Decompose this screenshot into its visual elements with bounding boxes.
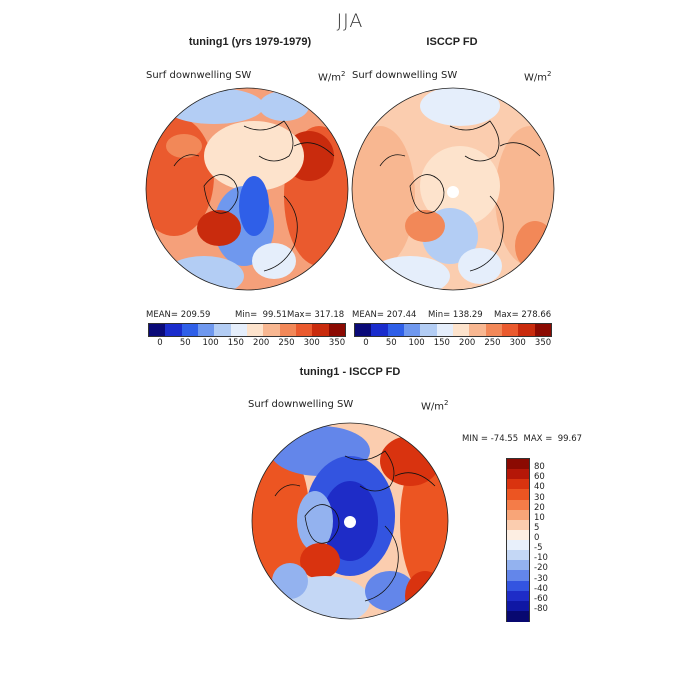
panel-3-colorbar-swatch	[507, 469, 529, 480]
panel-1-colorbar-swatch	[296, 324, 313, 336]
panel-3-colorbar-tick-label: 80	[534, 462, 545, 473]
panel-3-colorbar-tick-label: 20	[534, 502, 545, 513]
panel-1-max: Max= 317.18	[287, 310, 345, 320]
panel-1-colorbar-tick-label: 300	[303, 338, 320, 348]
panel-3-colorbar-swatch	[507, 580, 529, 592]
panel-1-colorbar-swatch	[230, 324, 248, 336]
panel-1-units: W/m2	[318, 70, 346, 84]
panel-2-colorbar-tick-label: 350	[534, 338, 552, 348]
panel-2-colorbar-swatch	[387, 324, 405, 336]
panel-3-colorbar-tick-label: 40	[534, 482, 545, 493]
panel-1-colorbar-ticks: 0 50 100 150 200 250 300 350	[148, 338, 345, 350]
panel-2-map	[351, 87, 555, 291]
panel-1-mean: MEAN= 209.59	[146, 310, 211, 320]
panel-3-colorbar-swatch	[507, 459, 529, 470]
panel-1-colorbar-swatch	[247, 324, 264, 336]
panel-2-max: Max= 278.66	[494, 310, 552, 320]
panel-2-colorbar-swatch	[420, 324, 438, 336]
panel-3-colorbar	[506, 458, 530, 622]
panel-2-colorbar-tick-label: 150	[433, 338, 450, 348]
panel-3-map	[251, 422, 449, 620]
panel-3-colorbar-swatch	[507, 540, 529, 551]
panel-1-variable: Surf downwelling SW	[146, 70, 252, 81]
panel-3-colorbar-tick-label: -5	[534, 543, 543, 554]
panel-3-colorbar-tick-label: -40	[534, 583, 548, 594]
panel-1-colorbar	[148, 323, 346, 337]
panel-2-colorbar-swatch	[371, 324, 389, 336]
panel-1-colorbar-tick-label: 250	[278, 338, 295, 348]
panel-2-colorbar-tick-label: 250	[484, 338, 501, 348]
panel-3-minmax: MIN = -74.55 MAX = 99.67	[462, 434, 583, 444]
panel-2-colorbar-tick-label: 0	[363, 338, 369, 348]
panel-2-colorbar-swatch	[355, 324, 372, 336]
panel-3-colorbar-swatch	[507, 590, 529, 602]
panel-3-colorbar-ticks: 80 60 40 30 20 10 5 0 -5 -10 -20 -30 -40 -60 -80	[534, 458, 564, 620]
panel-3-colorbar-tick-label: 10	[534, 512, 545, 523]
panel-3-colorbar-tick-label: -30	[534, 573, 548, 584]
panel-3-colorbar-swatch	[507, 519, 529, 531]
panel-2-colorbar-swatch	[502, 324, 519, 336]
panel-1-colorbar-tick-label: 100	[202, 338, 219, 348]
panel-1-colorbar-tick-label: 350	[328, 338, 346, 348]
panel-1-colorbar-swatch	[181, 324, 199, 336]
panel-2-colorbar-swatch	[404, 324, 421, 336]
panel-3-colorbar-swatch	[507, 499, 529, 511]
panel-3-colorbar-swatch	[507, 600, 529, 612]
panel-1-colorbar-tick-label: 150	[227, 338, 244, 348]
panel-3-colorbar-swatch	[507, 550, 529, 561]
panel-2-colorbar-swatch	[453, 324, 470, 336]
panel-2-colorbar	[354, 323, 552, 337]
panel-1-min: Min= 99.51	[235, 310, 287, 320]
panel-2-colorbar-ticks: 0 50 100 150 200 250 300 350	[354, 338, 551, 350]
panel-3-colorbar-tick-label: -20	[534, 563, 548, 574]
panel-2-colorbar-swatch	[469, 324, 487, 336]
panel-1-map	[145, 87, 349, 291]
panel-3-colorbar-swatch	[507, 509, 529, 521]
panel-2-colorbar-tick-label: 100	[408, 338, 425, 348]
panel-3-variable: Surf downwelling SW	[248, 399, 354, 410]
panel-3-colorbar-tick-label: 60	[534, 472, 545, 483]
panel-2-colorbar-swatch	[534, 324, 552, 336]
panel-1-title: tuning1 (yrs 1979-1979)	[188, 36, 312, 48]
panel-1-colorbar-tick-label: 50	[179, 338, 191, 348]
panel-1-colorbar-swatch	[279, 324, 297, 336]
panel-2-colorbar-tick-label: 300	[509, 338, 526, 348]
panel-2-colorbar-tick-label: 50	[385, 338, 397, 348]
panel-2-units: W/m2	[524, 70, 552, 84]
panel-3-colorbar-swatch	[507, 489, 529, 500]
panel-1-colorbar-swatch	[328, 324, 346, 336]
panel-1-colorbar-swatch	[263, 324, 281, 336]
panel-1-colorbar-swatch	[165, 324, 183, 336]
panel-3-title: tuning1 - ISCCP FD	[299, 366, 401, 378]
panel-3-colorbar-swatch	[507, 610, 529, 622]
panel-2-colorbar-swatch	[436, 324, 454, 336]
panel-1-colorbar-swatch	[198, 324, 215, 336]
panel-1-colorbar-tick-label: 200	[253, 338, 270, 348]
panel-3-colorbar-tick-label: -80	[534, 603, 548, 614]
panel-1-colorbar-swatch	[214, 324, 232, 336]
panel-1-colorbar-tick-label: 0	[157, 338, 163, 348]
panel-3-colorbar-swatch	[507, 479, 529, 490]
panel-3-colorbar-tick-label: -10	[534, 553, 548, 564]
season-title: JJA	[336, 10, 364, 32]
panel-3-colorbar-tick-label: 30	[534, 492, 545, 503]
panel-2-min: Min= 138.29	[428, 310, 483, 320]
panel-3-colorbar-tick-label: -60	[534, 593, 548, 604]
panel-2-title: ISCCP FD	[426, 36, 478, 48]
panel-2-colorbar-swatch	[485, 324, 503, 336]
panel-2-mean: MEAN= 207.44	[352, 310, 417, 320]
panel-1-colorbar-swatch	[312, 324, 330, 336]
panel-3-units: W/m2	[421, 399, 449, 413]
panel-3-colorbar-swatch	[507, 560, 529, 571]
panel-3-colorbar-swatch	[507, 529, 529, 541]
panel-3-colorbar-tick-label: 0	[534, 533, 540, 543]
panel-2-variable: Surf downwelling SW	[352, 70, 458, 81]
panel-2-colorbar-tick-label: 200	[459, 338, 476, 348]
panel-2-colorbar-swatch	[518, 324, 536, 336]
panel-1-colorbar-swatch	[149, 324, 166, 336]
panel-3-colorbar-swatch	[507, 570, 529, 581]
panel-3-colorbar-tick-label: 5	[534, 522, 540, 533]
